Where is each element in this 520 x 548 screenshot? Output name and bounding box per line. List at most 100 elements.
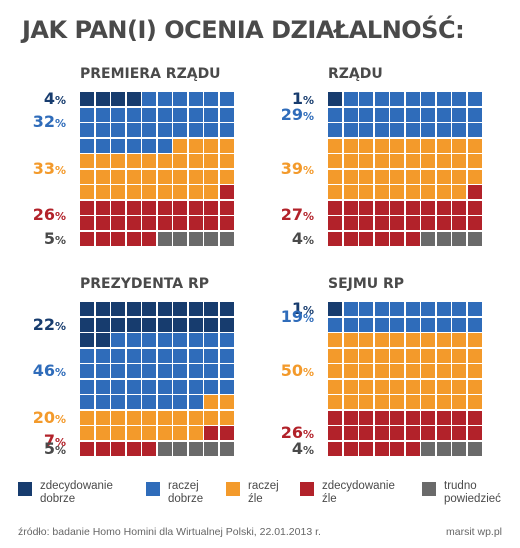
waffle-cell-zdecydowanie-zle: [126, 231, 141, 246]
waffle-cell-raczej-dobrze: [173, 395, 187, 409]
waffle-cell-raczej-dobrze: [421, 317, 435, 332]
waffle-cell-raczej-dobrze: [204, 123, 218, 137]
waffle-cell-raczej-zle: [421, 333, 435, 347]
percent-label-raczej-zle: 39%: [266, 159, 314, 178]
percent-symbol: %: [302, 163, 314, 177]
waffle-cell-raczej-zle: [219, 138, 234, 153]
percent-symbol: %: [302, 366, 314, 379]
waffle-cell-raczej-dobrze: [188, 379, 203, 394]
waffle-cell-zdecydowanie-zle: [80, 200, 94, 215]
waffle-cell-trudno-powiedziec: [188, 441, 203, 456]
waffle-cell-zdecydowanie-dobrze: [95, 302, 110, 316]
percent-value: 20: [32, 407, 55, 427]
waffle-cell-zdecydowanie-zle: [328, 426, 342, 440]
waffle-cell-trudno-powiedziec: [204, 231, 218, 246]
waffle-cell-trudno-powiedziec: [467, 231, 482, 246]
waffle-cell-zdecydowanie-zle: [95, 441, 110, 456]
waffle-cell-zdecydowanie-zle: [390, 231, 404, 246]
waffle-cell-zdecydowanie-zle: [421, 410, 435, 425]
percent-value: 29: [280, 104, 303, 124]
waffle-cell-raczej-zle: [405, 395, 420, 409]
waffle-cell-zdecydowanie-zle: [219, 200, 234, 215]
waffle-cell-zdecydowanie-zle: [95, 231, 110, 246]
waffle-cell-zdecydowanie-zle: [405, 426, 420, 440]
waffle-cell-raczej-zle: [405, 185, 420, 199]
waffle-cell-raczej-dobrze: [343, 107, 358, 122]
waffle-cell-zdecydowanie-zle: [436, 200, 451, 215]
waffle-cell-raczej-zle: [343, 379, 358, 394]
waffle-cell-raczej-zle: [452, 395, 466, 409]
waffle-cell-raczej-zle: [126, 185, 141, 199]
panel-rzadu: RZĄDU 1% 29% 39% 27% 4%: [266, 66, 506, 266]
waffle-cell-raczej-dobrze: [95, 348, 110, 363]
waffle-cell-raczej-zle: [80, 154, 94, 168]
waffle-cell-raczej-dobrze: [343, 92, 358, 106]
waffle-cell-zdecydowanie-zle: [359, 410, 373, 425]
waffle-cell-raczej-dobrze: [111, 107, 125, 122]
waffle-cell-zdecydowanie-zle: [452, 410, 466, 425]
waffle-cell-raczej-zle: [436, 138, 451, 153]
waffle-cell-zdecydowanie-zle: [173, 216, 187, 230]
percent-label-zdecydowanie-dobrze: 22%: [18, 315, 66, 334]
waffle-cell-raczej-dobrze: [359, 123, 373, 137]
percent-symbol: %: [54, 366, 66, 379]
waffle-cell-raczej-zle: [188, 410, 203, 425]
waffle-cell-raczej-dobrze: [188, 107, 203, 122]
waffle-cell-raczej-zle: [467, 395, 482, 409]
percent-label-raczej-dobrze: 46%: [18, 361, 66, 380]
legend: zdecydowanie dobrze raczej dobrze raczej ź…: [18, 480, 508, 516]
waffle-cell-raczej-zle: [390, 364, 404, 378]
waffle-cell-raczej-zle: [421, 379, 435, 394]
waffle-cell-raczej-zle: [436, 169, 451, 184]
waffle-cell-trudno-powiedziec: [467, 441, 482, 456]
waffle-cell-raczej-zle: [95, 154, 110, 168]
waffle-cell-raczej-dobrze: [80, 348, 94, 363]
waffle-cell-raczej-zle: [343, 348, 358, 363]
waffle-cell-zdecydowanie-dobrze: [173, 302, 187, 316]
waffle-cell-raczej-dobrze: [157, 379, 172, 394]
waffle-cell-zdecydowanie-zle: [405, 441, 420, 456]
waffle-cell-raczej-zle: [405, 333, 420, 347]
waffle-cell-raczej-zle: [374, 364, 389, 378]
waffle-cell-raczej-dobrze: [328, 317, 342, 332]
waffle-cell-raczej-zle: [467, 379, 482, 394]
waffle-cell-raczej-dobrze: [111, 333, 125, 347]
waffle-cell-zdecydowanie-zle: [80, 231, 94, 246]
waffle-cell-raczej-zle: [188, 154, 203, 168]
waffle-cell-zdecydowanie-dobrze: [95, 92, 110, 106]
waffle-cell-zdecydowanie-zle: [390, 216, 404, 230]
waffle-cell-raczej-dobrze: [452, 107, 466, 122]
waffle-cell-zdecydowanie-zle: [467, 426, 482, 440]
waffle-cell-raczej-zle: [111, 169, 125, 184]
waffle-cell-raczej-zle: [359, 379, 373, 394]
waffle-cell-zdecydowanie-zle: [328, 441, 342, 456]
waffle-cell-raczej-dobrze: [204, 348, 218, 363]
waffle-cell-raczej-zle: [421, 348, 435, 363]
waffle-cell-raczej-dobrze: [390, 123, 404, 137]
waffle-cell-zdecydowanie-zle: [126, 441, 141, 456]
waffle-cell-zdecydowanie-zle: [405, 216, 420, 230]
waffle-cell-raczej-zle: [374, 169, 389, 184]
waffle-cell-raczej-dobrze: [390, 302, 404, 316]
waffle-cell-raczej-dobrze: [157, 138, 172, 153]
waffle-cell-raczej-zle: [467, 364, 482, 378]
waffle-cell-trudno-powiedziec: [219, 441, 234, 456]
panel-sejmu-rp: SEJMU RP 1% 19% 50% 26% 4%: [266, 276, 506, 476]
percent-symbol: %: [302, 304, 314, 317]
waffle-cell-zdecydowanie-zle: [374, 231, 389, 246]
percent-symbol: %: [54, 412, 66, 426]
percent-symbol: %: [54, 443, 66, 457]
waffle-cell-raczej-zle: [111, 154, 125, 168]
waffle-cell-zdecydowanie-dobrze: [328, 302, 342, 316]
waffle-cell-zdecydowanie-zle: [374, 426, 389, 440]
waffle-cell-raczej-dobrze: [111, 123, 125, 137]
source-note: źródło: badanie Homo Homini dla Wirtualn…: [18, 526, 321, 538]
waffle-cell-raczej-dobrze: [467, 123, 482, 137]
waffle-cell-raczej-zle: [343, 395, 358, 409]
waffle-cell-raczej-zle: [436, 348, 451, 363]
percent-symbol: %: [302, 311, 314, 325]
waffle-cell-raczej-dobrze: [219, 333, 234, 347]
waffle-cell-raczej-dobrze: [467, 302, 482, 316]
waffle-cell-raczej-dobrze: [359, 302, 373, 316]
waffle-cell-raczej-zle: [452, 154, 466, 168]
